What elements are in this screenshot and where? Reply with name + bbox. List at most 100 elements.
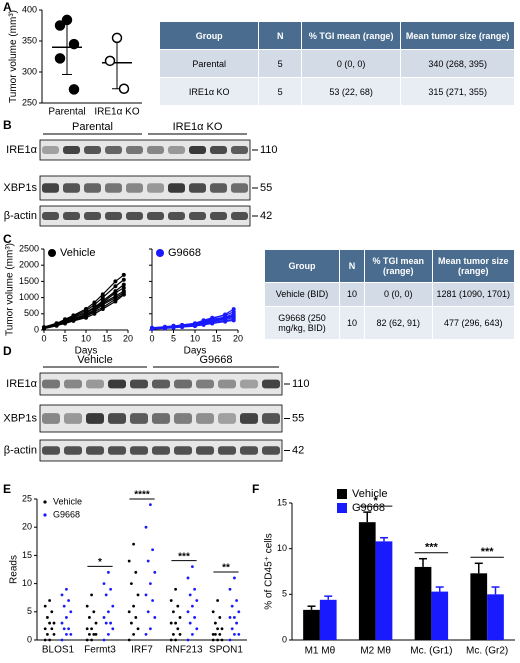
data-point — [130, 621, 133, 625]
data-point — [84, 315, 88, 320]
y-tick-label: 0 — [282, 634, 287, 644]
data-point — [50, 610, 54, 614]
data-point — [144, 525, 148, 529]
blot-band — [42, 446, 60, 455]
significance-label: *** — [178, 551, 190, 562]
y-tick-label: 10 — [277, 543, 287, 553]
y-tick-label: 2500 — [19, 243, 39, 253]
panel-label: A — [3, 0, 12, 14]
data-point — [230, 627, 234, 631]
blot-band — [174, 379, 192, 389]
blot-band — [210, 146, 227, 154]
legend-label: Vehicle — [60, 247, 95, 259]
blot-band — [42, 379, 60, 389]
data-point — [100, 306, 105, 311]
bar — [358, 522, 376, 640]
data-point — [102, 582, 106, 585]
blot-band — [189, 212, 206, 220]
blot-band — [231, 146, 248, 154]
bar — [303, 609, 320, 640]
data-point — [127, 638, 131, 642]
blot-band — [147, 212, 164, 220]
data-point — [218, 632, 222, 636]
data-point — [228, 638, 232, 642]
blot-band — [231, 212, 248, 220]
data-point — [69, 632, 73, 636]
blot-background — [39, 205, 251, 227]
x-tick-label: SPON1 — [209, 645, 243, 656]
data-point — [127, 610, 131, 614]
data-point — [172, 632, 175, 636]
data-point — [191, 632, 194, 636]
data-point — [146, 559, 150, 563]
blot-band — [262, 446, 280, 455]
bar — [487, 594, 504, 640]
data-point — [130, 582, 133, 585]
blot-band — [152, 446, 170, 455]
table-cell: 82 (62, 91) — [365, 306, 433, 340]
legend-label: G9668 — [168, 247, 201, 259]
blot-band — [63, 146, 80, 154]
data-point — [65, 616, 68, 619]
blot-band — [196, 379, 214, 389]
table-cell: 315 (271, 355) — [401, 78, 515, 106]
blot-band — [84, 212, 101, 220]
blot-band — [42, 413, 60, 424]
data-point — [144, 593, 148, 597]
blot-band — [108, 446, 126, 455]
bar — [414, 566, 432, 640]
table-cell: 0 (0, 0) — [301, 50, 402, 78]
data-point — [90, 593, 93, 597]
group-label: Parental — [72, 121, 113, 133]
blot-band — [168, 183, 185, 193]
table-cell: 5 — [259, 50, 302, 78]
x-tick-label: Parental — [48, 107, 85, 118]
table-cell: Vehicle (BID) — [265, 283, 340, 307]
table-cell: 10 — [340, 283, 365, 307]
data-point — [48, 638, 51, 642]
legend-label: G9668 — [352, 502, 385, 514]
significance-label: ** — [222, 563, 230, 574]
y-tick-label: 5 — [27, 606, 32, 616]
row-label: β-actin — [4, 444, 37, 456]
data-point — [63, 321, 67, 326]
blot-band — [174, 446, 192, 455]
data-point — [214, 632, 217, 636]
data-point — [88, 616, 91, 619]
group-label: G9668 — [199, 354, 232, 366]
table-cell: 53 (22, 68) — [301, 78, 402, 106]
blot-band — [174, 413, 192, 424]
table-cell: 5 — [259, 78, 302, 106]
y-tick-label: 1000 — [19, 292, 39, 302]
data-point — [107, 610, 110, 614]
y-tick-label: 350 — [22, 35, 37, 45]
x-tick-label: 5 — [62, 333, 67, 343]
significance-label: *** — [481, 546, 495, 558]
row-label: XBP1s — [3, 182, 37, 194]
blot-band — [84, 146, 101, 154]
data-point — [54, 20, 66, 31]
data-point — [121, 282, 126, 287]
marker-label: 55 — [292, 412, 304, 424]
data-point — [193, 587, 197, 591]
data-point — [121, 292, 126, 297]
data-point — [67, 599, 70, 602]
data-point — [186, 576, 190, 580]
data-point — [233, 576, 236, 580]
x-tick-label: 5 — [171, 333, 176, 343]
data-point — [136, 627, 140, 631]
data-point — [43, 604, 47, 608]
table-cell: Parental — [160, 50, 260, 78]
data-point — [94, 632, 98, 636]
significance-label: *** — [425, 542, 439, 554]
blot-background — [39, 139, 251, 161]
data-point — [100, 295, 105, 300]
y-axis-label: % of CD45⁺ cells — [264, 533, 275, 609]
data-point — [54, 323, 59, 328]
y-tick-label: 10 — [22, 578, 32, 588]
data-point — [107, 632, 110, 636]
data-point — [188, 621, 192, 625]
blot-band — [152, 413, 170, 424]
data-point — [230, 604, 234, 608]
